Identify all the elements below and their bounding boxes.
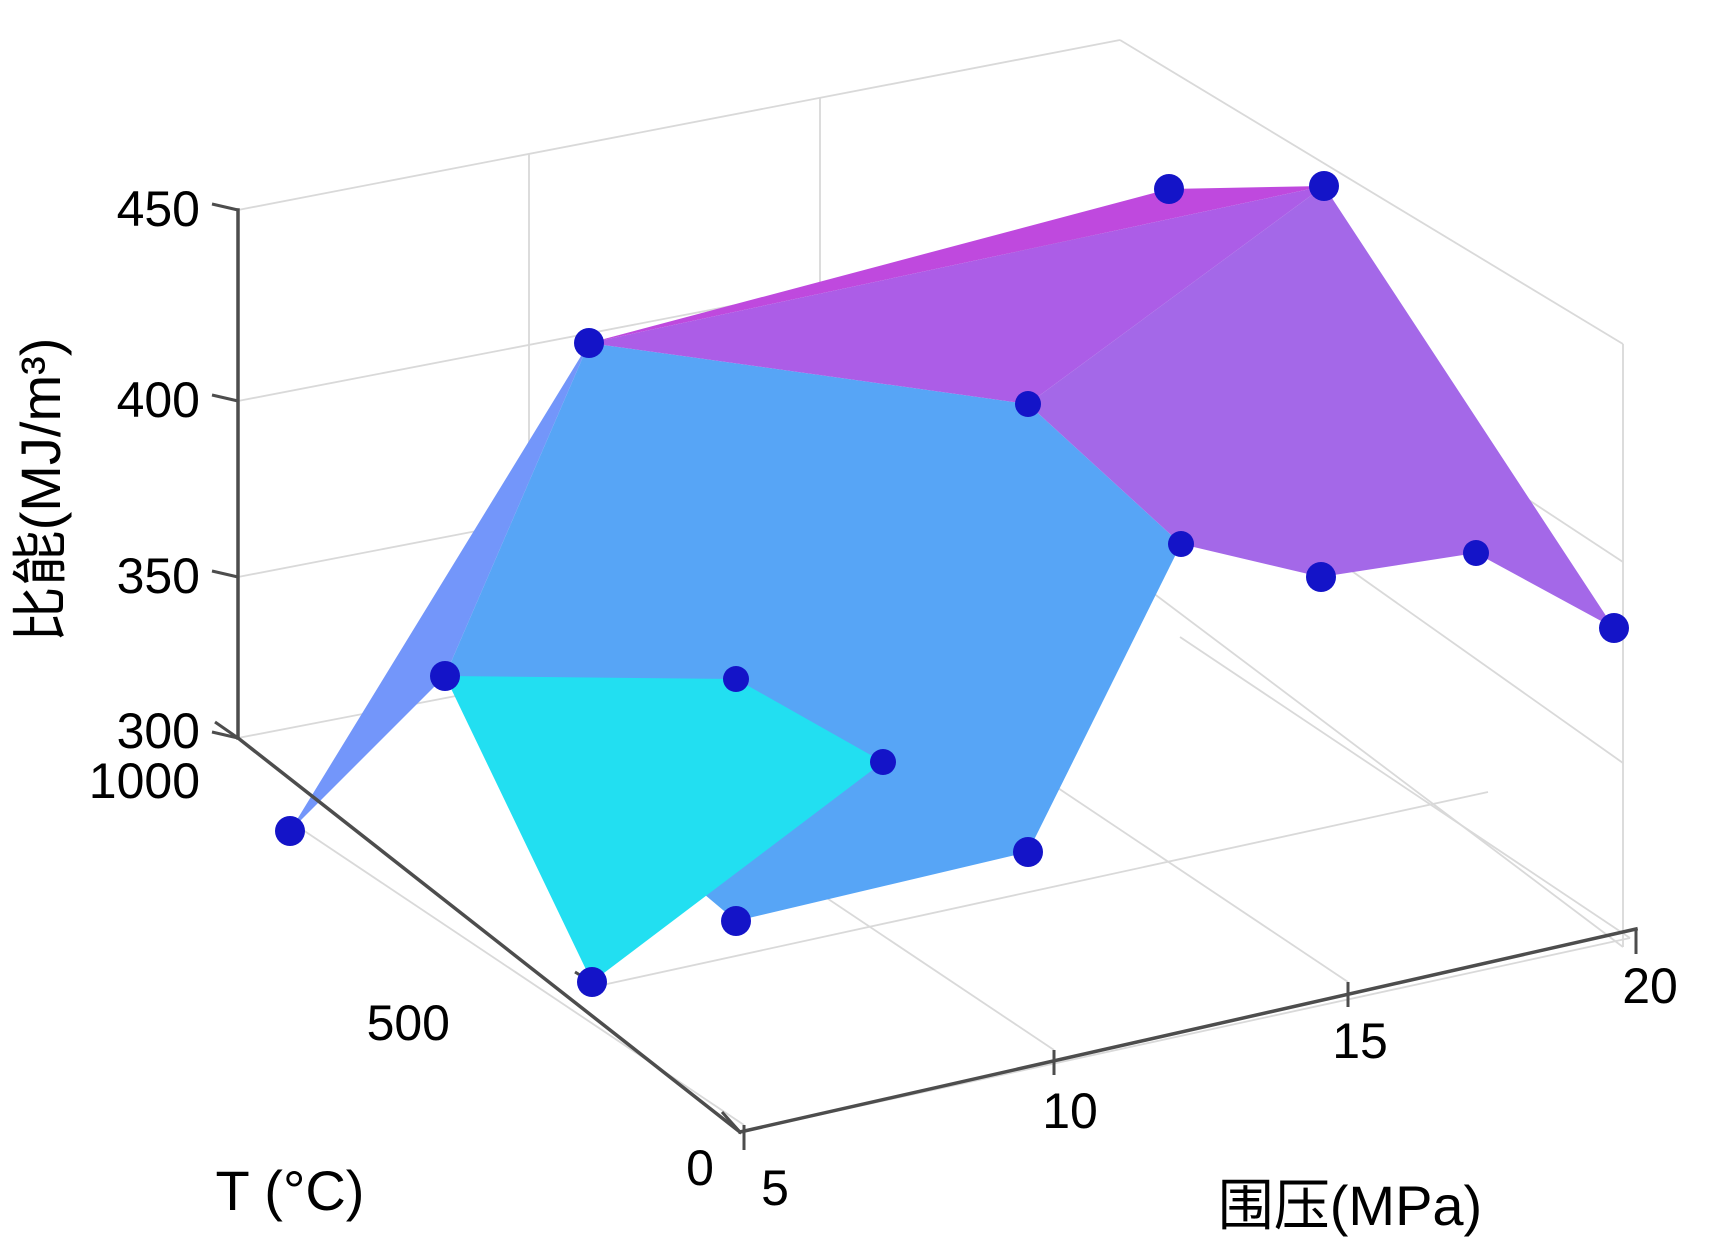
svg-text:450: 450 [117,181,200,237]
svg-text:10: 10 [1042,1083,1098,1139]
svg-text:比能(MJ/m³): 比能(MJ/m³) [9,338,72,643]
svg-text:400: 400 [117,372,200,428]
svg-text:T (°C): T (°C) [216,1159,365,1222]
svg-text:1000: 1000 [89,753,200,809]
svg-text:5: 5 [761,1160,789,1216]
svg-text:20: 20 [1622,958,1678,1014]
svg-text:500: 500 [367,995,450,1051]
svg-text:350: 350 [117,548,200,604]
svg-text:15: 15 [1332,1013,1388,1069]
svg-text:0: 0 [686,1140,714,1196]
svg-text:围压(MPa): 围压(MPa) [1218,1174,1482,1237]
svg-text:300: 300 [117,703,200,759]
